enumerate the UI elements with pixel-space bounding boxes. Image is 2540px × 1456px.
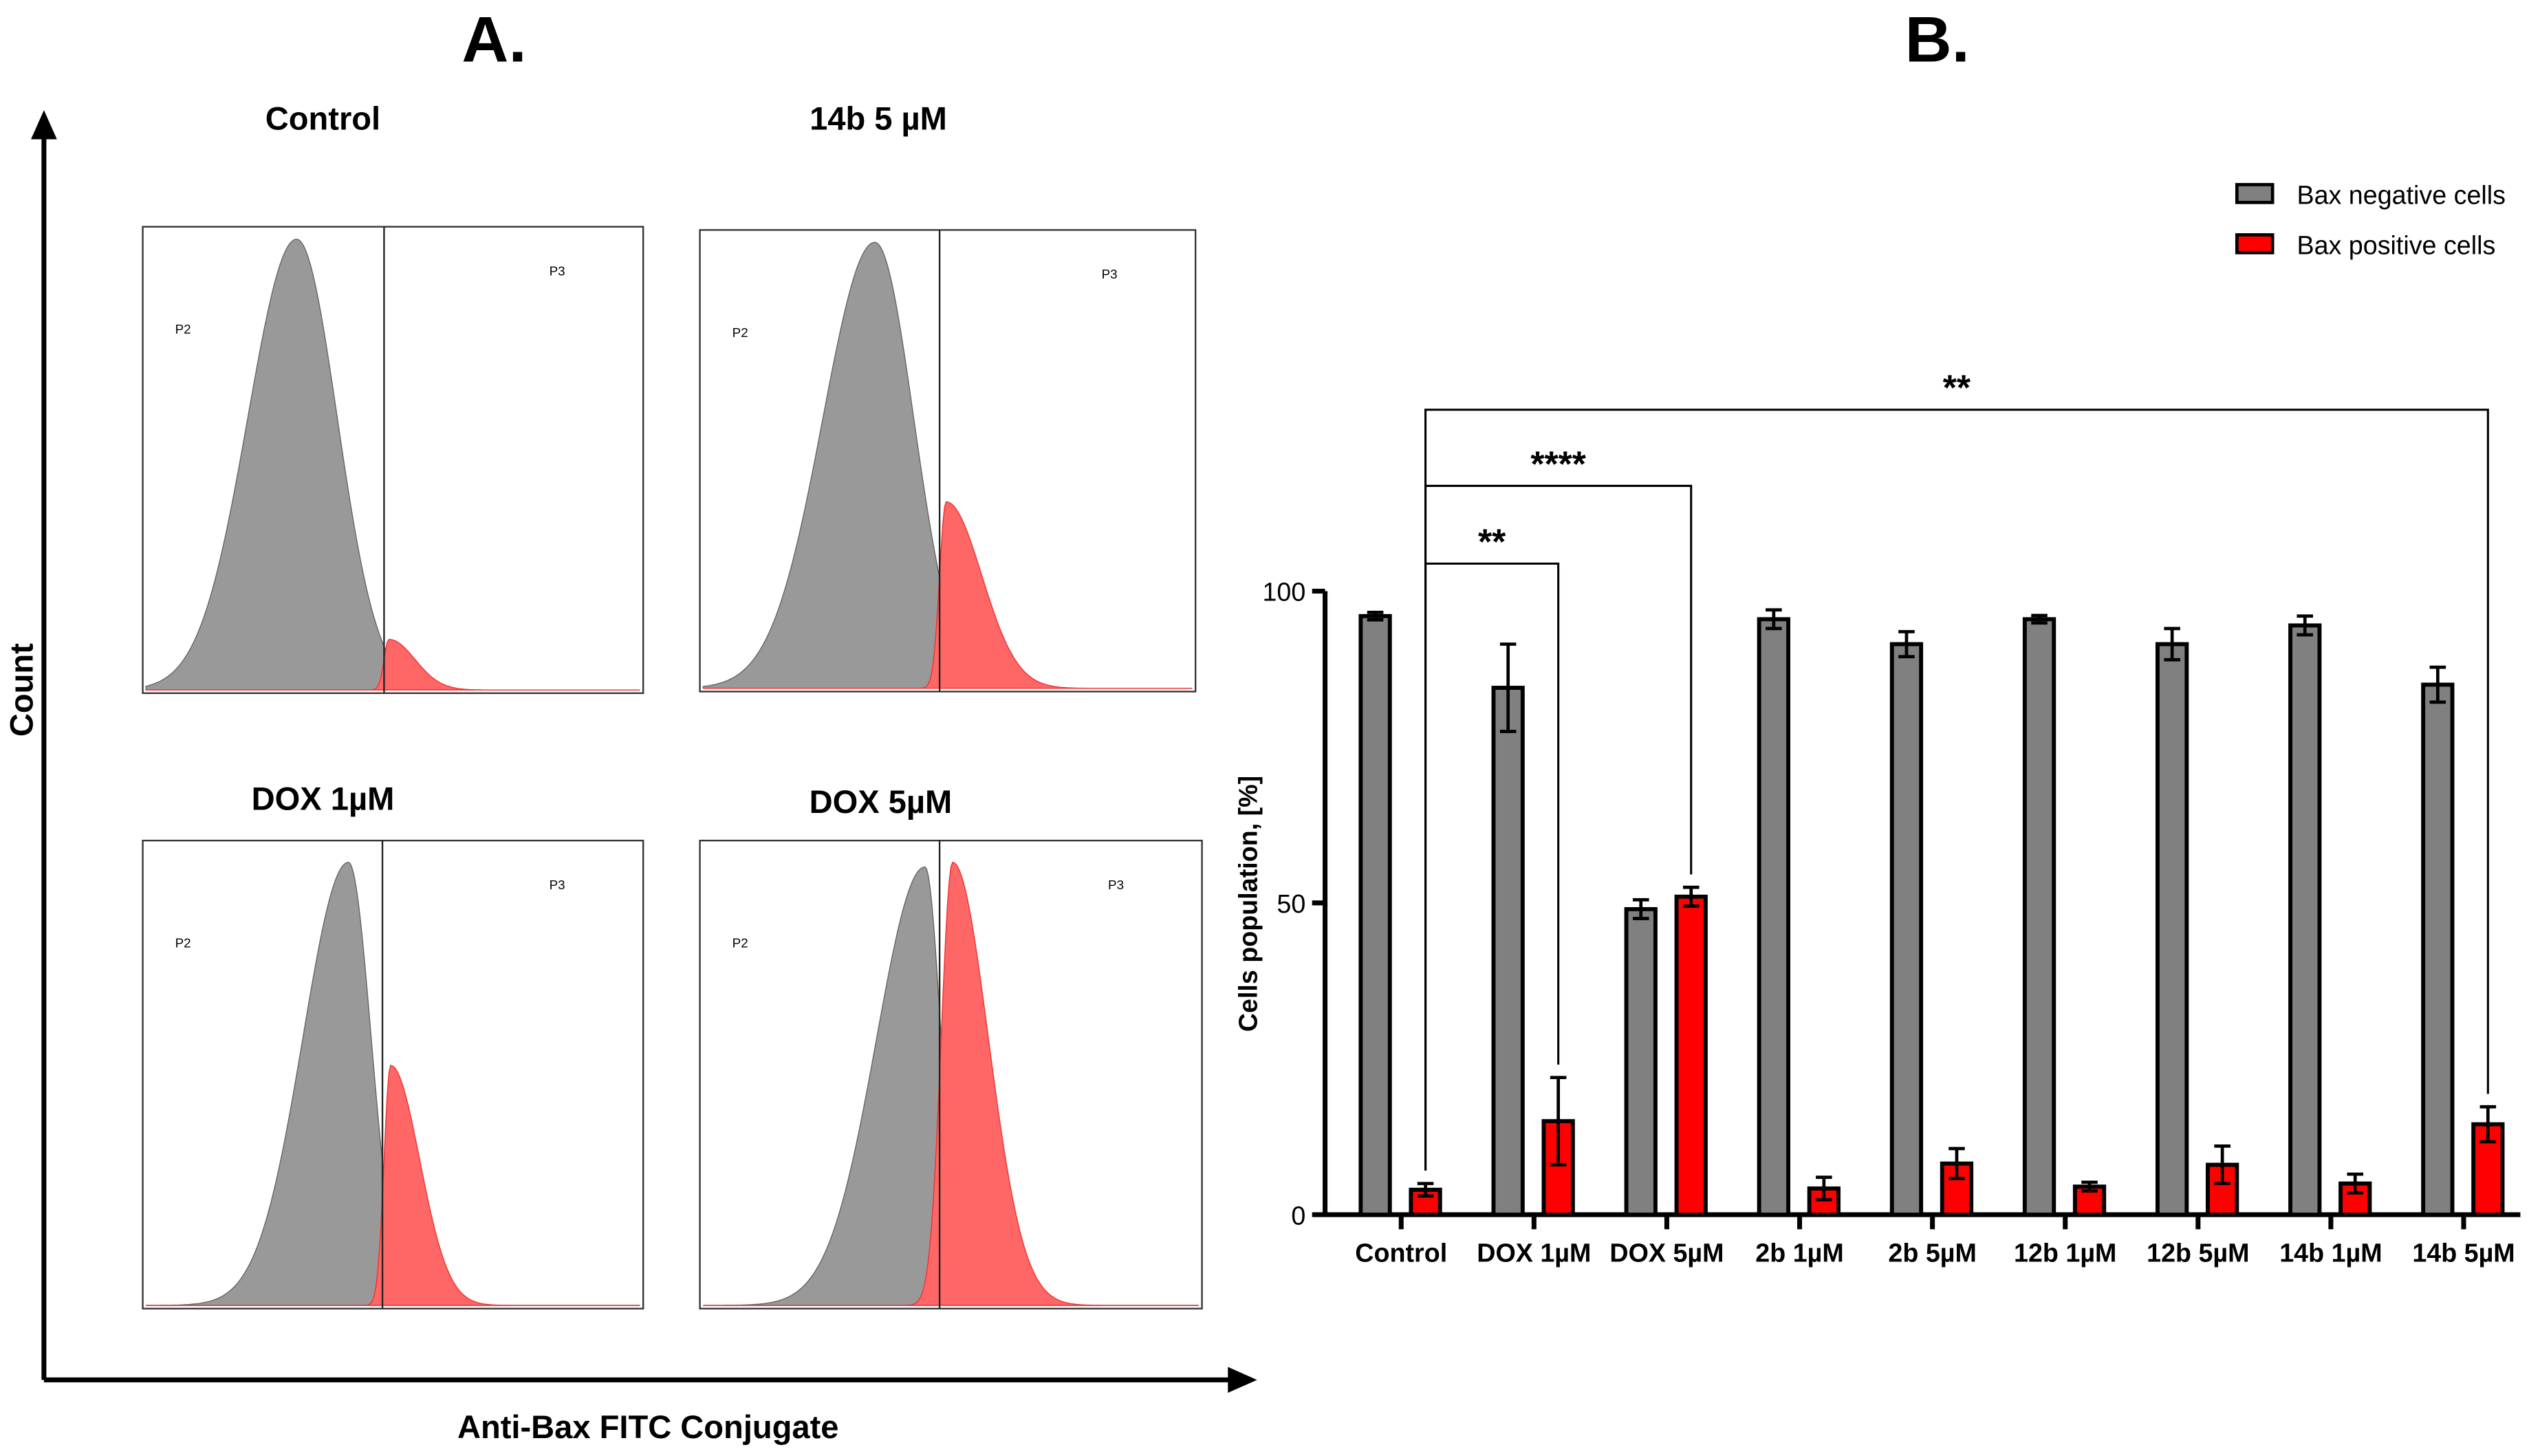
legend-label-positive: Bax positive cells (2297, 231, 2495, 260)
negative-bar (1624, 906, 1658, 1217)
histogram-panel: DOX 5µM (810, 783, 953, 820)
gate-label-p2: P2 (175, 322, 191, 336)
panel-b-label: B. (1905, 3, 1970, 75)
negative-bar (2288, 623, 2322, 1217)
x-tick-label: Control (1355, 1238, 1447, 1267)
positive-histogram (146, 638, 640, 691)
positive-histogram (703, 861, 1199, 1306)
histogram-title: DOX 1µM (252, 780, 395, 816)
panel-a-axes (31, 110, 1257, 1393)
histogram-frame (142, 839, 644, 1310)
error-bar (2479, 1105, 2497, 1144)
x-tick-label: 2b 1µM (1755, 1238, 1843, 1267)
legend: Bax negative cells Bax positive cells (2235, 181, 2506, 260)
gate-label-p3: P3 (1102, 267, 1118, 281)
gate-label-p2: P2 (175, 936, 191, 950)
negative-bar (1491, 686, 1525, 1217)
x-tick-label: DOX 1µM (1477, 1238, 1591, 1267)
error-bar (1550, 1076, 1567, 1166)
y-tick-label: 100 (1262, 578, 1305, 607)
error-bar (1766, 608, 1782, 631)
negative-histogram (145, 239, 640, 691)
histogram-title: DOX 5µM (810, 783, 953, 820)
negative-bar (2022, 617, 2056, 1217)
gate-label-p2: P2 (732, 936, 748, 950)
legend-swatch-positive (2235, 233, 2275, 254)
x-tick-label: 14b 5µM (2412, 1238, 2515, 1267)
gate-label-p3: P3 (550, 878, 565, 892)
panel-a-label: A. (462, 3, 526, 75)
gate-label-p3: P3 (1108, 878, 1124, 892)
y-axis-title: Cells population, [%] (1234, 776, 1263, 1032)
histogram-title: Control (265, 100, 380, 136)
error-bar (1367, 610, 1384, 622)
x-tick-label: 12b 5µM (2147, 1238, 2249, 1267)
positive-bar (1674, 894, 1708, 1217)
y-tick-label: 50 (1277, 889, 1305, 918)
negative-bar (1889, 642, 1924, 1217)
histogram-frame (699, 229, 1197, 693)
histogram-frame (142, 226, 644, 695)
positive-bar (1940, 1161, 1974, 1217)
negative-bar (2421, 682, 2455, 1217)
x-tick-label: 12b 1µM (2014, 1238, 2116, 1267)
legend-swatch-negative (2235, 183, 2275, 204)
error-bar (1949, 1147, 1965, 1180)
error-bar (2297, 614, 2314, 637)
error-bar (1816, 1175, 1832, 1202)
gate-label-p3: P3 (550, 263, 565, 278)
histogram-panel: DOX 1µM (252, 780, 395, 816)
error-bar (2031, 613, 2048, 625)
legend-label-negative: Bax negative cells (2297, 181, 2506, 210)
error-bar (1632, 898, 1649, 920)
error-bar (1417, 1182, 1434, 1198)
count-axis-label: Count (3, 643, 39, 737)
significance-label: ** (1478, 521, 1506, 561)
histogram-title: 14b 5 µM (810, 100, 947, 136)
y-tick-label: 0 (1291, 1201, 1305, 1230)
histogram-frame (699, 839, 1203, 1310)
fitc-axis-label: Anti-Bax FITC Conjugate (457, 1409, 838, 1445)
histogram-panel: 14b 5 µM (810, 100, 947, 136)
significance-bracket (1424, 409, 2489, 1171)
x-tick-label: DOX 5µM (1609, 1238, 1724, 1267)
positive-histogram (703, 501, 1193, 689)
error-bar (2214, 1144, 2230, 1186)
histogram-panel: Control (265, 100, 380, 136)
x-tick-label: 2b 5µM (1888, 1238, 1976, 1267)
x-arrowhead-icon (1228, 1367, 1257, 1393)
error-bar (2347, 1172, 2364, 1195)
error-bar (2164, 627, 2180, 662)
x-tick-label: 14b 1µM (2279, 1238, 2382, 1267)
gate-label-p2: P2 (732, 325, 748, 340)
y-arrowhead-icon (31, 110, 57, 140)
error-bar (1499, 642, 1517, 733)
error-bar (1898, 630, 1915, 659)
error-bar (2081, 1180, 2098, 1193)
significance-label: ** (1943, 368, 1971, 408)
negative-bar (1757, 617, 1790, 1217)
error-bar (1682, 885, 1700, 908)
significance-label: **** (1530, 444, 1586, 483)
negative-bar (2156, 642, 2189, 1217)
error-bar (2429, 665, 2446, 704)
positive-histogram (146, 1065, 640, 1306)
negative-bar (1358, 613, 1392, 1217)
